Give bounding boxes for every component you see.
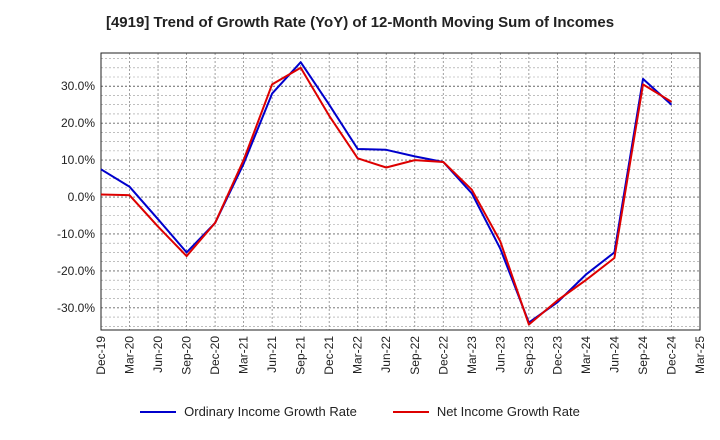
x-tick-label: Jun-24	[607, 336, 621, 373]
x-tick-label: Jun-23	[493, 336, 507, 373]
legend-item-net-income: Net Income Growth Rate	[392, 404, 580, 419]
legend-label-net-income: Net Income Growth Rate	[436, 404, 580, 419]
x-tick-label: Mar-22	[351, 336, 365, 374]
x-tick-label: Sep-23	[522, 336, 536, 375]
x-tick-label: Sep-21	[294, 336, 308, 375]
x-tick-label: Dec-24	[664, 336, 678, 375]
x-tick-label: Sep-20	[180, 336, 194, 375]
x-tick-label: Mar-21	[237, 336, 251, 374]
y-tick-label: 30.0%	[61, 79, 95, 93]
y-tick-label: 0.0%	[68, 190, 96, 204]
legend-item-ordinary-income: Ordinary Income Growth Rate	[140, 404, 357, 419]
plot-frame	[100, 52, 701, 331]
x-tick-label: Dec-23	[550, 336, 564, 375]
legend: Ordinary Income Growth Rate Net Income G…	[0, 404, 720, 419]
x-tick-label: Dec-22	[436, 336, 450, 375]
y-tick-label: -10.0%	[57, 227, 95, 241]
y-tick-label: -20.0%	[57, 264, 95, 278]
series-line-net-income	[100, 66, 673, 326]
x-tick-label: Dec-19	[94, 336, 108, 375]
x-tick-label: Mar-20	[123, 336, 137, 374]
chart-title: [4919] Trend of Growth Rate (YoY) of 12-…	[105, 14, 615, 31]
x-tick-label: Dec-21	[322, 336, 336, 375]
y-tick-label: -30.0%	[57, 301, 95, 315]
legend-swatch-net-income	[392, 410, 429, 413]
y-tick-label: 10.0%	[61, 153, 95, 167]
series-line-ordinary-income	[100, 61, 673, 324]
x-tick-label: Sep-22	[408, 336, 422, 375]
x-tick-label: Mar-25	[693, 336, 707, 374]
legend-swatch-ordinary-income	[140, 410, 177, 413]
y-tick-label: 20.0%	[61, 116, 95, 130]
x-tick-label: Mar-24	[579, 336, 593, 374]
x-tick-label: Sep-24	[636, 336, 650, 375]
plot-area	[101, 53, 700, 330]
x-tick-label: Mar-23	[465, 336, 479, 374]
legend-label-ordinary-income: Ordinary Income Growth Rate	[184, 404, 357, 419]
x-tick-label: Dec-20	[208, 336, 222, 375]
x-tick-label: Jun-20	[151, 336, 165, 373]
x-tick-label: Jun-21	[265, 336, 279, 373]
x-tick-label: Jun-22	[379, 336, 393, 373]
